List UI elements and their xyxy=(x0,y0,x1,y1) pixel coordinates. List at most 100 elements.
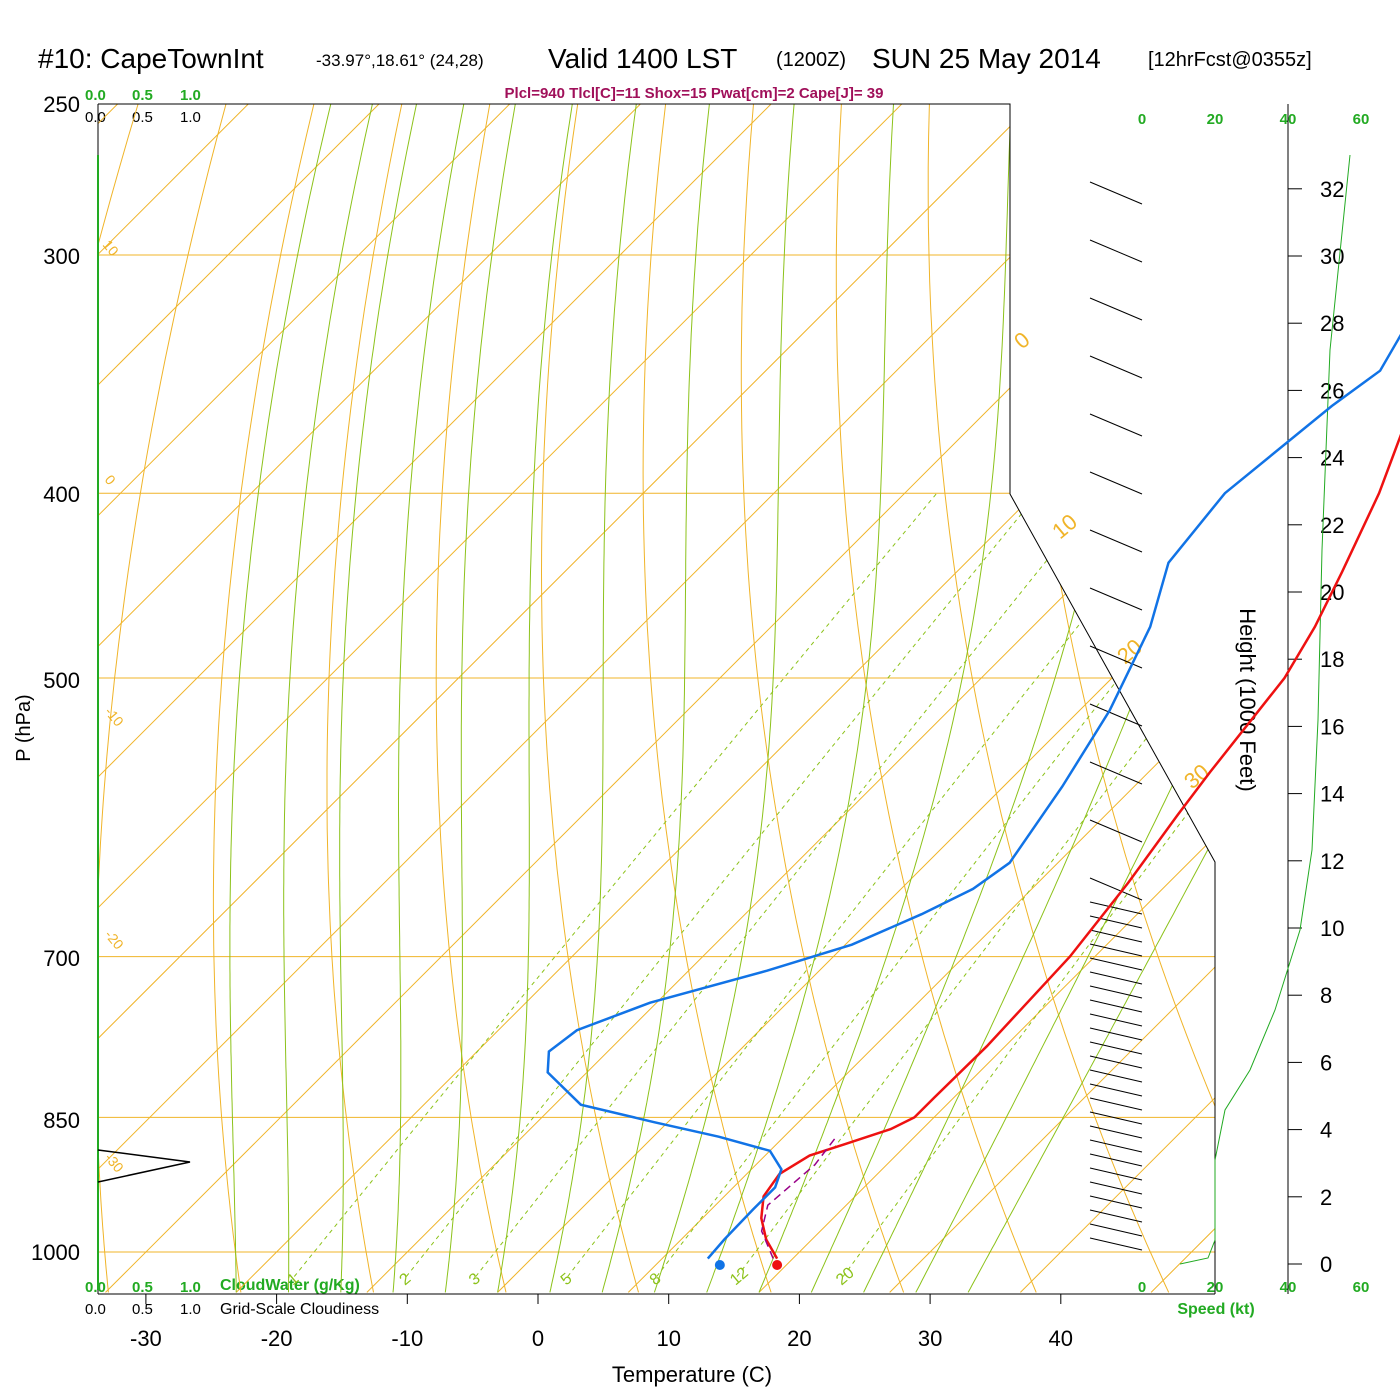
moist-adiabat--12 xyxy=(339,104,425,1293)
mixing-ratio-label-5: 5 xyxy=(558,1270,576,1289)
dry-adiabat-310 xyxy=(835,104,1037,1293)
zulu-time: (1200Z) xyxy=(776,49,846,71)
station-coords: -33.97°,18.61° (24,28) xyxy=(316,51,484,70)
cloudiness-label: Grid-Scale Cloudiness xyxy=(220,1301,379,1318)
wind-barb xyxy=(1089,587,1143,611)
wind-barb xyxy=(1089,1195,1143,1209)
wind-speed-profile xyxy=(1179,154,1351,1265)
moist-adiabat-0 xyxy=(497,104,579,1293)
wind-barb xyxy=(1089,181,1143,205)
height-tick-0: 0 xyxy=(1320,1252,1332,1277)
y-axis-label: P (hPa) xyxy=(13,694,35,761)
dry-adiabat-240 xyxy=(98,104,236,1293)
x-axis-label: Temperature (C) xyxy=(612,1362,772,1387)
speed-axis: 0 20 40 60 0 20 40 60 Speed (kt) xyxy=(1138,111,1370,1318)
isotherm--60 xyxy=(98,104,936,1293)
wind-barb xyxy=(1089,1167,1143,1181)
forecast-date: SUN 25 May 2014 xyxy=(872,43,1101,74)
height-tick-32: 32 xyxy=(1320,177,1344,202)
height-tick-10: 10 xyxy=(1320,916,1344,941)
x-tick-0: 0 xyxy=(532,1326,544,1351)
wind-barb xyxy=(1089,703,1143,727)
mixing-ratio-20 xyxy=(842,492,1215,1277)
wind-barb xyxy=(1089,1209,1143,1223)
isotherm-label-20: 20 xyxy=(1112,634,1147,669)
isotherm--90 xyxy=(98,104,544,1293)
dry-adiabat-300 xyxy=(740,104,905,1293)
speed-top-tick-3: 60 xyxy=(1353,111,1370,128)
isotherm-left-label-3: -20 xyxy=(102,927,127,953)
wind-barbs xyxy=(1089,181,1143,1251)
wind-barb xyxy=(1089,355,1143,379)
wind-barb xyxy=(1089,471,1143,495)
wind-barb xyxy=(1089,529,1143,553)
y-tick-700: 700 xyxy=(43,946,80,971)
height-tick-14: 14 xyxy=(1320,782,1344,807)
y-tick-250: 250 xyxy=(43,92,80,117)
isotherm--20 xyxy=(235,104,1215,1293)
isotherm--70 xyxy=(98,104,806,1293)
wind-barb xyxy=(1089,929,1143,943)
wind-barb xyxy=(1089,1111,1143,1125)
mixing-ratio-label-2: 2 xyxy=(397,1270,415,1289)
height-tick-18: 18 xyxy=(1320,647,1344,672)
mixing-ratio-3 xyxy=(475,492,1102,1277)
cloud-scale-bottom-green-0: 0.0 xyxy=(85,1279,106,1296)
stability-indices: Plcl=940 Tlcl[C]=11 Shox=15 Pwat[cm]=2 C… xyxy=(505,85,884,102)
moist-adiabat-4 xyxy=(549,104,642,1293)
cloud-scale-top-black-0: 0.0 xyxy=(85,109,106,126)
wind-barb xyxy=(1089,1027,1143,1041)
height-tick-22: 22 xyxy=(1320,513,1344,538)
height-tick-8: 8 xyxy=(1320,983,1332,1008)
x-tick-40: 40 xyxy=(1049,1326,1073,1351)
moist-adiabat-20 xyxy=(758,104,1013,1293)
y-tick-400: 400 xyxy=(43,482,80,507)
cloud-scale-bottom-black-0: 0.0 xyxy=(85,1301,106,1318)
isotherm-10 xyxy=(627,104,1215,1293)
wind-barb xyxy=(1089,297,1143,321)
isotherm--30 xyxy=(105,104,1215,1293)
y-tick-300: 300 xyxy=(43,244,80,269)
isotherm-left-label-0: 10 xyxy=(100,237,122,259)
moist-adiabat--20 xyxy=(229,104,340,1293)
cloud-scale-top: 0.0 0.5 1.0 0.0 0.5 1.0 xyxy=(85,87,201,126)
wind-barb xyxy=(1089,985,1143,999)
cloud-scale-bottom-green-2: 1.0 xyxy=(180,1279,201,1296)
wind-barb xyxy=(1089,1125,1143,1139)
wind-barb xyxy=(1089,1237,1143,1251)
height-tick-6: 6 xyxy=(1320,1050,1332,1075)
dry-adiabat-270 xyxy=(435,104,507,1293)
x-tick--30: -30 xyxy=(130,1326,162,1351)
moist-adiabat-28 xyxy=(863,104,1215,1293)
cloud-scale-top-black-1: 0.5 xyxy=(132,109,153,126)
y-tick-850: 850 xyxy=(43,1108,80,1133)
isotherm--10 xyxy=(366,104,1215,1293)
mixing-ratio-1 xyxy=(293,492,938,1277)
mixing-ratio-label-8: 8 xyxy=(647,1270,665,1289)
station-title: #10: CapeTownInt xyxy=(38,43,264,74)
isotherm-20 xyxy=(758,104,1215,1293)
wind-barb xyxy=(1089,761,1143,785)
x-tick-20: 20 xyxy=(787,1326,811,1351)
speed-top-tick-1: 20 xyxy=(1207,111,1224,128)
dry-adiabat-350 xyxy=(1190,104,1215,1293)
isotherm-label-0: 0 xyxy=(1009,327,1034,354)
moist-adiabat-8 xyxy=(601,104,714,1293)
moist-adiabat--8 xyxy=(392,104,472,1293)
wind-barb xyxy=(1089,1055,1143,1069)
wind-barb xyxy=(1089,1083,1143,1097)
moist-adiabat--16 xyxy=(283,104,381,1293)
y-tick-500: 500 xyxy=(43,668,80,693)
mixing-ratio-2 xyxy=(405,492,1039,1277)
wind-barb xyxy=(1089,413,1143,437)
wind-barb xyxy=(1089,957,1143,971)
dry-adiabat-250 xyxy=(212,104,323,1293)
isotherm-left-label-2: -10 xyxy=(102,704,127,730)
surface-temperature-marker xyxy=(772,1260,783,1270)
wind-barb xyxy=(1089,999,1143,1013)
wind-barb xyxy=(1089,901,1143,915)
cloud-scale-top-green-1: 0.5 xyxy=(132,87,153,104)
height-tick-2: 2 xyxy=(1320,1185,1332,1210)
isotherm--50 xyxy=(98,104,1067,1293)
